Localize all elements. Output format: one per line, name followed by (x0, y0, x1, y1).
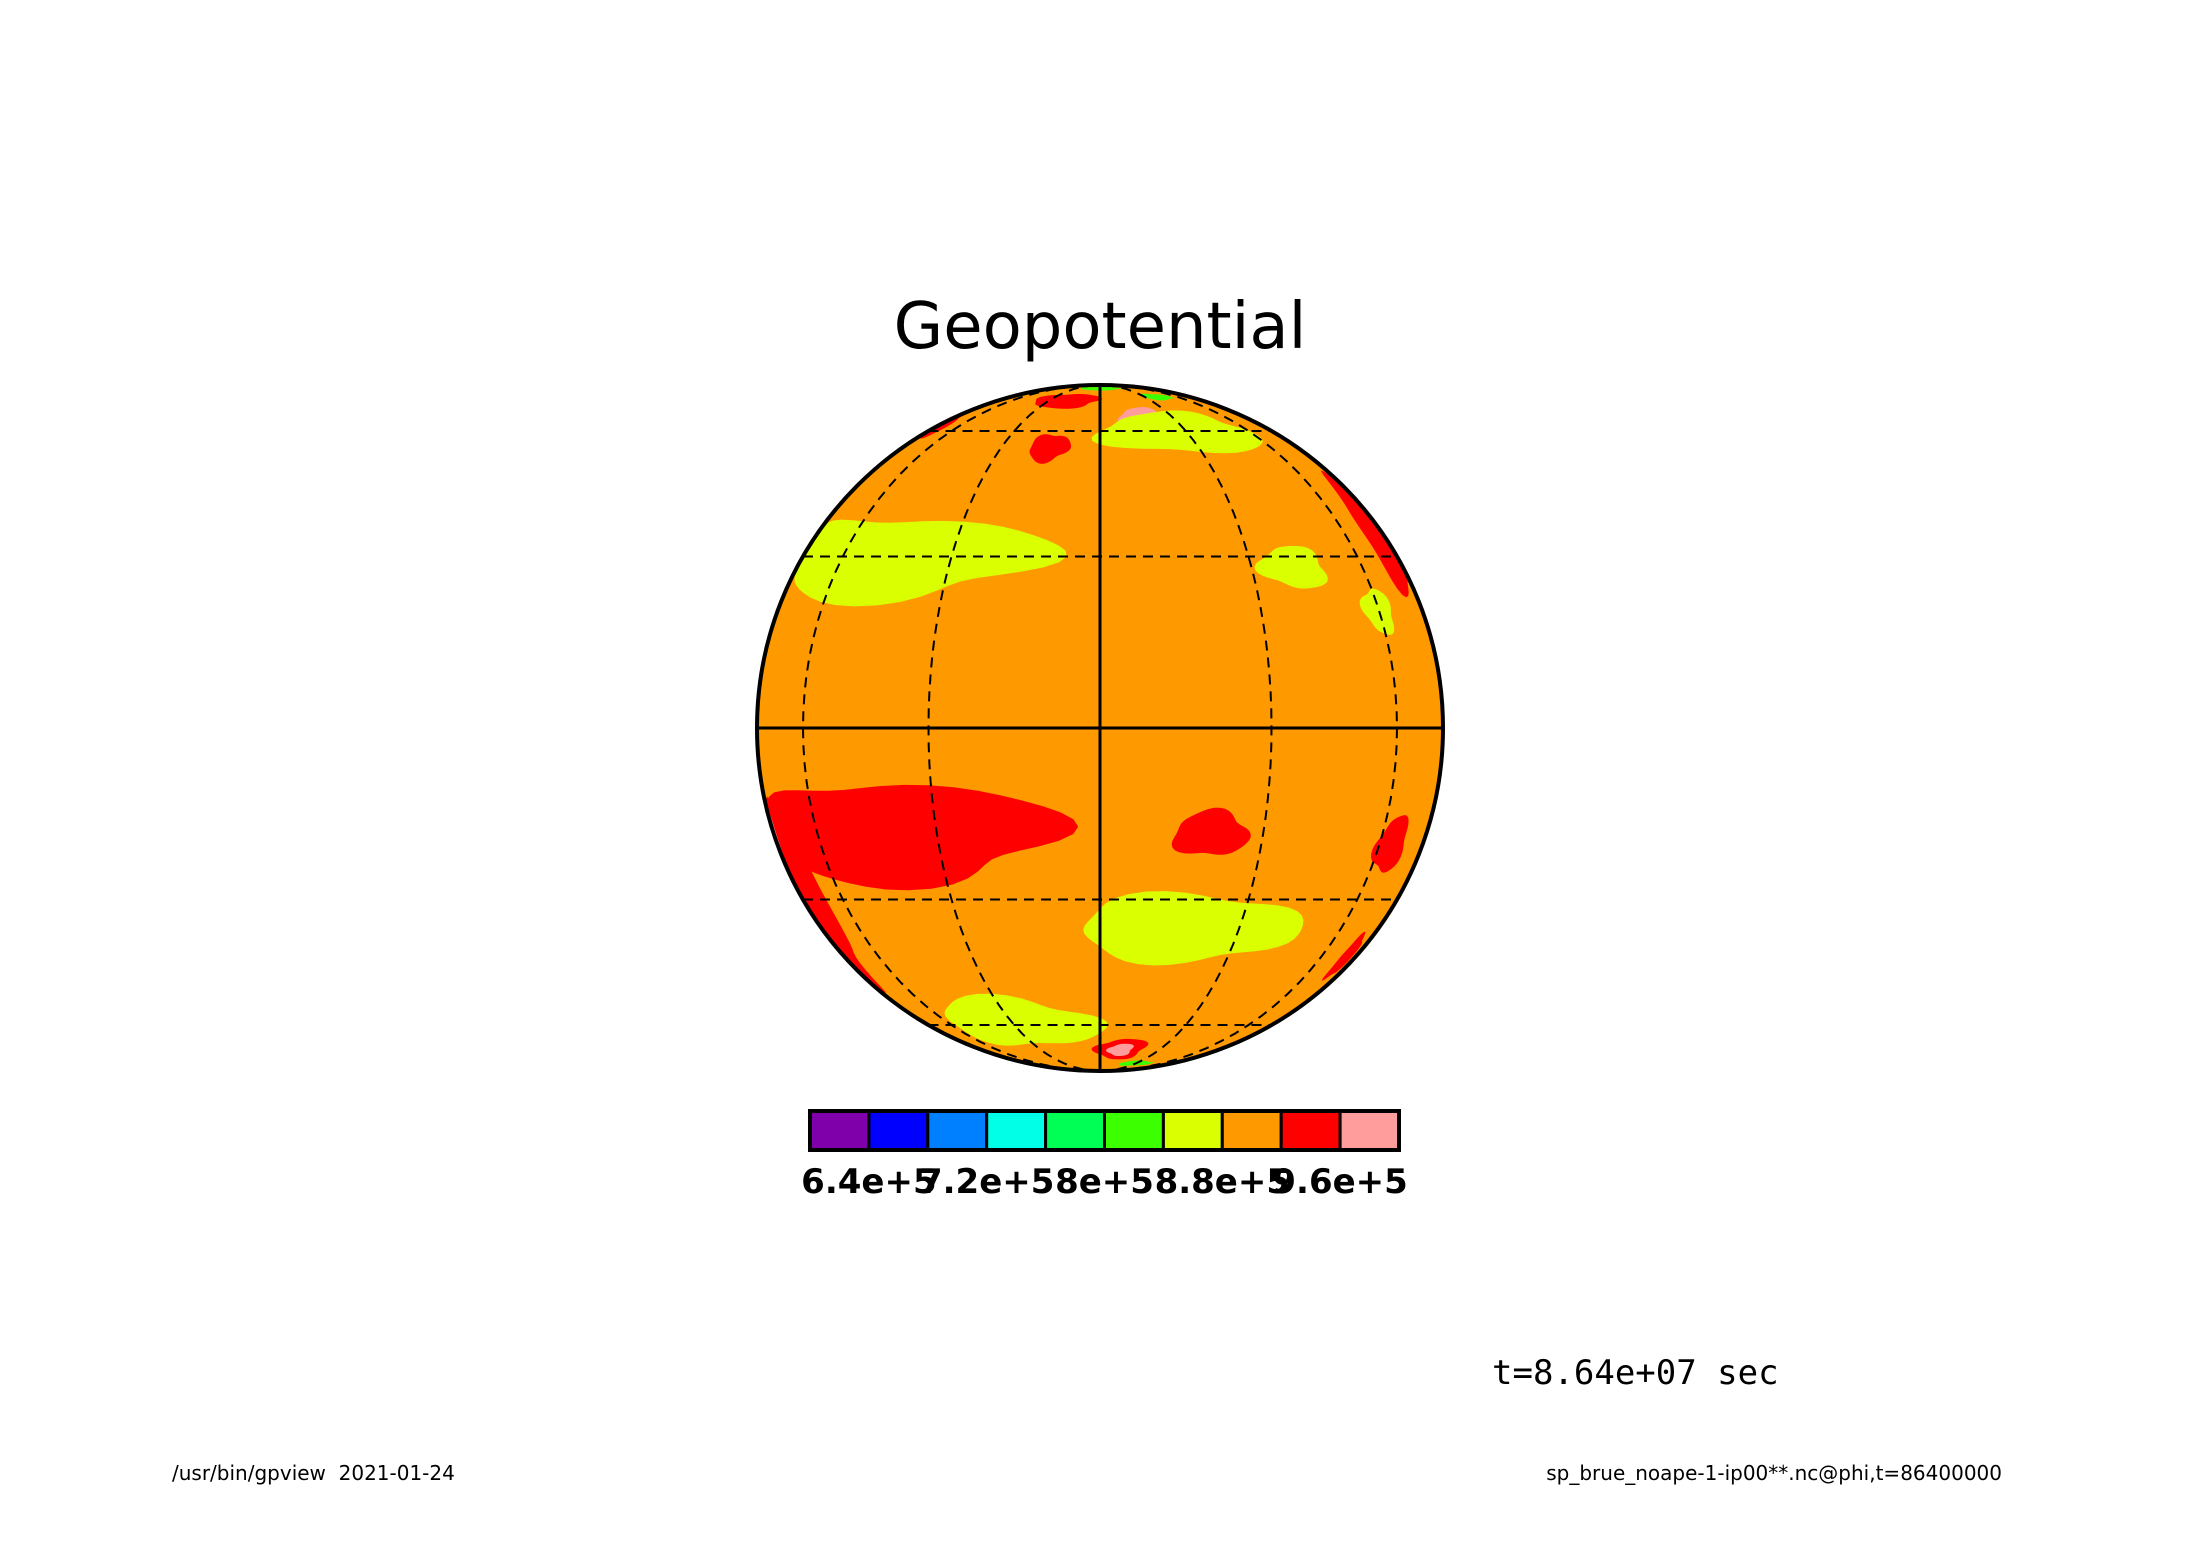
colorbar-swatch (1103, 1109, 1165, 1152)
colorbar-swatch (1279, 1109, 1342, 1152)
field-region-mid (794, 519, 1067, 607)
field-region-high (1321, 931, 1366, 981)
colorbar-tick-label: 8e+5 (1055, 1162, 1154, 1202)
field-region-mid (944, 993, 1108, 1046)
meridian-line (1099, 385, 1399, 1071)
chart-title: Geopotential (894, 290, 1307, 364)
field-region-low (1140, 393, 1174, 401)
colorbar-swatch (1161, 1109, 1224, 1152)
field-region-high (1321, 470, 1409, 598)
field-region-high (766, 796, 887, 994)
colorbar (808, 1109, 1401, 1152)
footer-left: /usr/bin/gpview 2021-01-24 (172, 1461, 455, 1485)
field-region-mid (1091, 410, 1263, 454)
field-region-high (1171, 807, 1251, 855)
field-region-high (1029, 434, 1071, 464)
field-region-peak (1106, 1043, 1134, 1056)
globe (755, 383, 1445, 1073)
field-region-high (767, 784, 1079, 891)
colorbar-tick-label: 8.8e+5 (1155, 1162, 1290, 1202)
colorbar-swatch (1044, 1109, 1106, 1152)
field-layer (765, 387, 1409, 1066)
colorbar-swatch (1338, 1109, 1401, 1152)
colorbar-frame (808, 1109, 1401, 1152)
field-region-mid (1083, 891, 1304, 966)
colorbar-tick-label: 7.2e+5 (919, 1162, 1054, 1202)
colorbar-swatch (926, 1109, 989, 1152)
globe-outline (755, 383, 1445, 1073)
colorbar-swatch (867, 1109, 930, 1152)
field-region-high (1035, 394, 1103, 409)
colorbar-swatch (985, 1109, 1048, 1152)
field-region-mid (1254, 546, 1328, 589)
field-region-mid (1359, 588, 1395, 635)
time-label: t=8.64e+07 sec (1492, 1353, 1779, 1393)
colorbar-swatch (808, 1109, 871, 1152)
colorbar-swatch (1220, 1109, 1283, 1152)
colorbar-labels: 6.4e+57.2e+5 8e+5 8.8e+59.6e+5 (801, 1162, 1408, 1202)
colorbar-tick-label: 6.4e+5 (801, 1162, 936, 1202)
colorbar-tick-label: 9.6e+5 (1272, 1162, 1407, 1202)
field-region-high (1371, 815, 1409, 873)
footer-right: sp_brue_noape-1-ip00**.nc@phi,t=86400000 (1546, 1461, 2002, 1485)
